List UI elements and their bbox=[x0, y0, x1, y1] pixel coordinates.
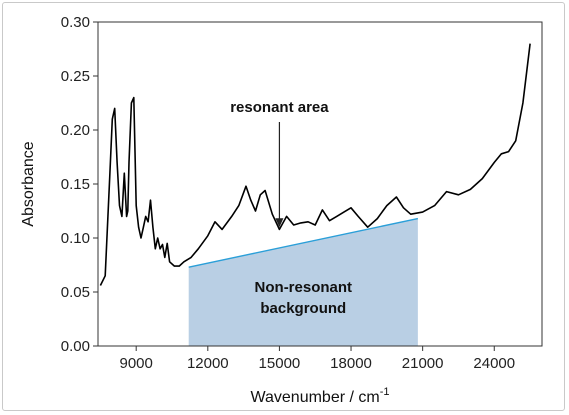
non-resonant-background-label: Non-resonant bbox=[255, 279, 353, 296]
spectrum-line bbox=[99, 43, 531, 286]
x-tick-label: 18000 bbox=[330, 355, 372, 372]
x-tick-label: 24000 bbox=[473, 355, 515, 372]
x-tick-label: 15000 bbox=[259, 355, 301, 372]
x-tick-label: 12000 bbox=[187, 355, 229, 372]
y-tick-label: 0.30 bbox=[61, 14, 90, 31]
baseline-line bbox=[188, 217, 419, 268]
x-axis-label-superscript: -1 bbox=[380, 386, 390, 398]
x-tick-label: 21000 bbox=[402, 355, 444, 372]
y-tick-label: 0.10 bbox=[61, 230, 90, 247]
resonant-area-arrowhead bbox=[275, 218, 284, 228]
x-tick-label: 9000 bbox=[120, 355, 153, 372]
non-resonant-background-label: background bbox=[260, 300, 346, 317]
figure-frame bbox=[2, 2, 565, 411]
non-resonant-shaded-region bbox=[188, 218, 418, 346]
x-axis-label: Wavenumber / cm-1 bbox=[251, 386, 390, 406]
y-tick-label: 0.15 bbox=[61, 176, 90, 193]
y-tick-label: 0.25 bbox=[61, 68, 90, 85]
y-tick-label: 0.20 bbox=[61, 122, 90, 139]
resonant-area-label: resonant area bbox=[230, 99, 329, 116]
y-tick-label: 0.05 bbox=[61, 284, 90, 301]
y-axis-label: Absorbance bbox=[20, 141, 37, 226]
y-tick-label: 0.00 bbox=[61, 338, 90, 355]
